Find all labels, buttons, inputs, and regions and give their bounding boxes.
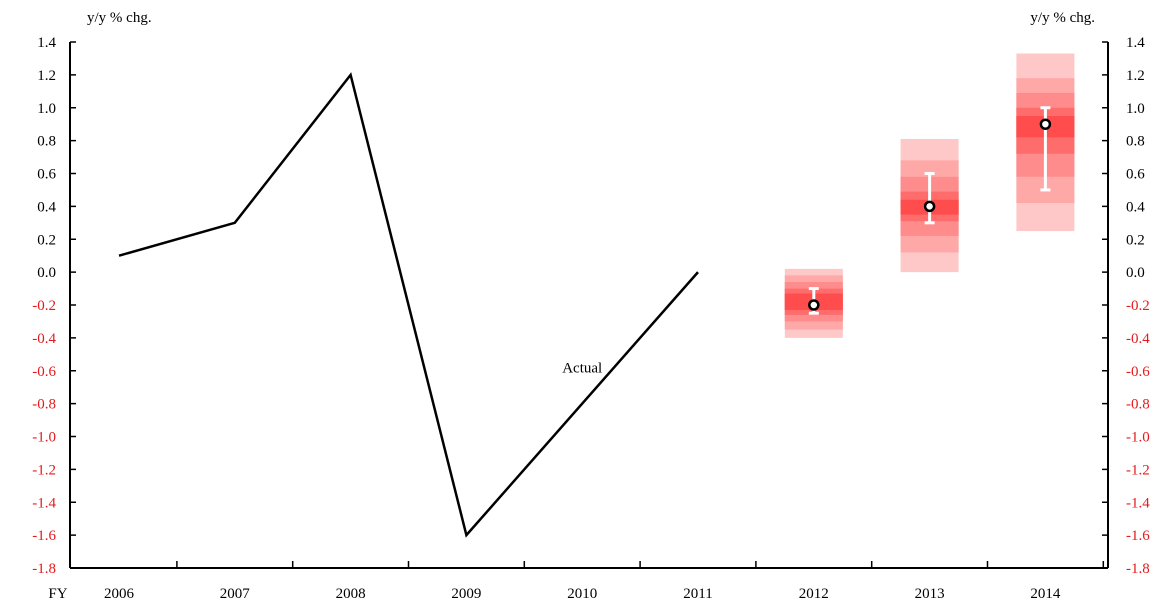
y-tick-label-left: 0.2 xyxy=(37,232,56,248)
y-tick-label-left: -0.4 xyxy=(32,331,56,347)
forecast-range-layer xyxy=(808,106,1052,315)
x-tick-label: 2011 xyxy=(683,586,712,602)
y-tick-label-right: -0.2 xyxy=(1126,298,1150,314)
x-tick-label: 2006 xyxy=(104,586,135,602)
y-tick-label-right: -1.6 xyxy=(1126,528,1150,544)
y-tick-label-left: 0.6 xyxy=(37,167,56,183)
y-tick-label-right: 0.8 xyxy=(1126,134,1145,150)
x-tick-label: 2010 xyxy=(567,586,597,602)
y-tick-label-left: -1.4 xyxy=(32,495,56,511)
ticks-layer: 1.4 1.4 1.2 1.2 1.0 1.0 0.8 0.8 0.6 0.6 0.4 0.4 0.2 0… xyxy=(32,35,1150,602)
right-unit-label: y/y % chg. xyxy=(1030,10,1095,26)
y-tick-label-right: 0.6 xyxy=(1126,167,1145,183)
x-prefix-label: FY xyxy=(48,586,67,602)
y-tick-label-right: 1.0 xyxy=(1126,101,1145,117)
y-tick-label-right: 0.0 xyxy=(1126,265,1145,281)
x-tick-label: 2009 xyxy=(451,586,481,602)
y-tick-label-left: 1.0 xyxy=(37,101,56,117)
y-tick-label-right: -0.4 xyxy=(1126,331,1150,347)
y-tick-label-left: -0.2 xyxy=(32,298,56,314)
x-tick-label: 2008 xyxy=(336,586,366,602)
y-tick-label-right: 0.4 xyxy=(1126,199,1145,215)
axes-layer xyxy=(69,42,1109,569)
forecast-median-marker-2014 xyxy=(1039,118,1052,130)
y-tick-label-right: 1.4 xyxy=(1126,35,1145,51)
left-unit-label: y/y % chg. xyxy=(87,10,152,26)
y-tick-label-right: -1.2 xyxy=(1126,462,1150,478)
y-tick-label-left: -0.8 xyxy=(32,397,56,413)
y-tick-label-left: 0.4 xyxy=(37,199,56,215)
y-tick-label-right: -0.8 xyxy=(1126,397,1150,413)
actual-line-layer xyxy=(118,72,699,538)
actual-annotation: Actual xyxy=(562,360,602,376)
forecast-median-marker-2012 xyxy=(808,299,820,311)
x-tick-label: 2014 xyxy=(1030,586,1061,602)
y-tick-label-right: -1.8 xyxy=(1126,561,1150,577)
labels-layer: y/y % chg. y/y % chg. FY Actual xyxy=(48,10,1095,602)
y-tick-label-right: -1.4 xyxy=(1126,495,1150,511)
x-tick-label: 2013 xyxy=(915,586,945,602)
y-tick-label-right: -0.6 xyxy=(1126,364,1150,380)
x-tick-label: 2012 xyxy=(799,586,829,602)
y-tick-label-left: 1.4 xyxy=(37,35,56,51)
forecast-median-marker-2013 xyxy=(923,200,936,213)
y-tick-label-left: -1.8 xyxy=(32,561,56,577)
y-tick-label-left: 0.8 xyxy=(37,134,56,150)
y-tick-label-left: -1.0 xyxy=(32,430,56,446)
actual-series-line xyxy=(118,72,699,538)
y-tick-label-right: -1.0 xyxy=(1126,430,1150,446)
y-tick-label-right: 0.2 xyxy=(1126,232,1145,248)
x-tick-label: 2007 xyxy=(220,586,251,602)
y-tick-label-right: 1.2 xyxy=(1126,68,1145,84)
y-tick-label-left: 1.2 xyxy=(37,68,56,84)
y-tick-label-left: -1.2 xyxy=(32,462,56,478)
y-tick-label-left: -1.6 xyxy=(32,528,56,544)
y-tick-label-left: 0.0 xyxy=(37,265,56,281)
y-tick-label-left: -0.6 xyxy=(32,364,56,380)
